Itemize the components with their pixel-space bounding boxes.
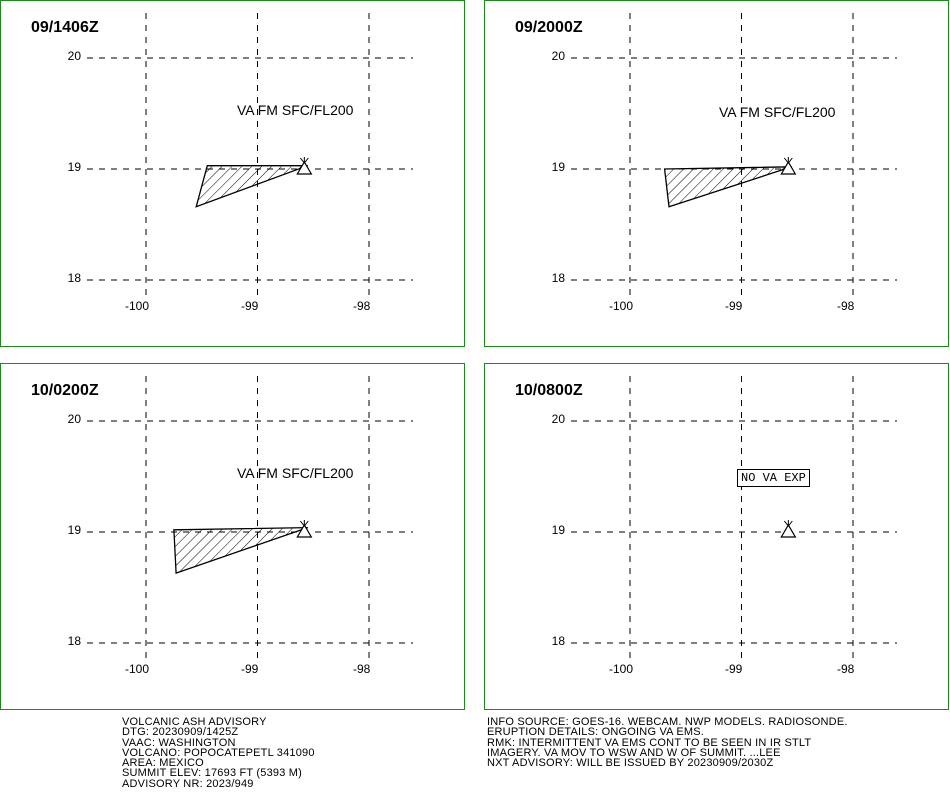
lat-label-19: 19 xyxy=(551,523,565,537)
advisory-volcano: VOLCANO: POPOCATEPETL 341090 xyxy=(122,746,315,759)
lon-label-98: -98 xyxy=(837,662,855,676)
advisory-vaac: VAAC: WASHINGTON xyxy=(122,736,236,749)
lon-label-99: -99 xyxy=(725,299,743,313)
lat-label-20: 20 xyxy=(551,412,565,426)
map-canvas xyxy=(571,13,897,295)
lat-label-19: 19 xyxy=(67,160,81,174)
lon-label-98: -98 xyxy=(353,299,371,313)
ash-cloud-polygon xyxy=(173,526,308,574)
lon-label-98: -98 xyxy=(353,662,371,676)
panel-title: 09/1406Z xyxy=(31,19,99,36)
forecast-panel-3: 10/0200Z 20 19 18 -100 -99 -98 VA FM SFC… xyxy=(0,363,465,710)
lon-label-100: -100 xyxy=(609,662,634,676)
lat-label-20: 20 xyxy=(551,49,565,63)
va-level-label: VA FM SFC/FL200 xyxy=(237,465,354,481)
volcano-icon xyxy=(296,523,313,538)
map-canvas xyxy=(87,13,413,295)
advisory-number: ADVISORY NR: 2023/949 xyxy=(122,777,254,790)
volcano-icon xyxy=(296,160,313,175)
advisory-remarks-2: IMAGERY. VA MOV TO WSW AND W OF SUMMIT. … xyxy=(487,746,781,759)
lat-label-20: 20 xyxy=(67,412,81,426)
ash-cloud-polygon xyxy=(663,166,792,208)
lon-label-98: -98 xyxy=(837,299,855,313)
advisory-header-block: VOLCANIC ASH ADVISORY DTG: 20230909/1425… xyxy=(122,716,315,790)
lat-label-20: 20 xyxy=(67,49,81,63)
forecast-panel-1: 09/1406Z 20 19 18 -100 -99 -98 VA FM SFC… xyxy=(0,0,465,347)
lon-label-100: -100 xyxy=(609,299,634,313)
advisory-next: NXT ADVISORY: WILL BE ISSUED BY 20230909… xyxy=(487,757,774,770)
advisory-summit-elev: SUMMIT ELEV: 17693 FT (5393 M) xyxy=(122,767,303,780)
volcano-icon xyxy=(780,523,797,538)
lon-label-99: -99 xyxy=(241,662,259,676)
lat-label-19: 19 xyxy=(551,160,565,174)
forecast-panel-4: 10/0800Z 20 19 18 -100 -99 -98 NO VA EXP xyxy=(484,363,949,710)
volcano-icon xyxy=(780,160,797,175)
map-canvas xyxy=(87,376,413,658)
ash-cloud-polygon xyxy=(195,165,308,208)
panel-title: 10/0200Z xyxy=(31,382,99,399)
lat-label-18: 18 xyxy=(551,634,565,648)
map-canvas xyxy=(571,376,897,658)
advisory-title: VOLCANIC ASH ADVISORY xyxy=(122,716,267,728)
eruption-plume-icon xyxy=(783,520,793,527)
va-level-label: VA FM SFC/FL200 xyxy=(237,102,354,118)
advisory-remarks-1: RMK: INTERMITTENT VA EMS CONT TO BE SEEN… xyxy=(487,736,812,749)
no-va-expected-box: NO VA EXP xyxy=(737,469,810,487)
lat-label-19: 19 xyxy=(67,523,81,537)
advisory-details-block: INFO SOURCE: GOES-16. WEBCAM. NWP MODELS… xyxy=(487,716,848,770)
forecast-panel-2: 09/2000Z 20 19 18 -100 -99 -98 VA FM SFC… xyxy=(484,0,949,347)
lon-label-99: -99 xyxy=(241,299,259,313)
eruption-plume-icon xyxy=(299,157,309,164)
lon-label-100: -100 xyxy=(125,299,150,313)
lon-label-100: -100 xyxy=(125,662,150,676)
va-level-label: VA FM SFC/FL200 xyxy=(719,104,836,120)
advisory-info-source: INFO SOURCE: GOES-16. WEBCAM. NWP MODELS… xyxy=(487,716,848,728)
panel-title: 10/0800Z xyxy=(515,382,583,399)
lat-label-18: 18 xyxy=(67,634,81,648)
advisory-dtg: DTG: 20230909/1425Z xyxy=(122,726,239,739)
panel-title: 09/2000Z xyxy=(515,19,583,36)
lon-label-99: -99 xyxy=(725,662,743,676)
eruption-plume-icon xyxy=(299,520,309,527)
advisory-area: AREA: MEXICO xyxy=(122,757,204,770)
eruption-plume-icon xyxy=(783,157,793,164)
lat-label-18: 18 xyxy=(67,271,81,285)
advisory-eruption-details: ERUPTION DETAILS: ONGOING VA EMS. xyxy=(487,726,705,739)
lat-label-18: 18 xyxy=(551,271,565,285)
